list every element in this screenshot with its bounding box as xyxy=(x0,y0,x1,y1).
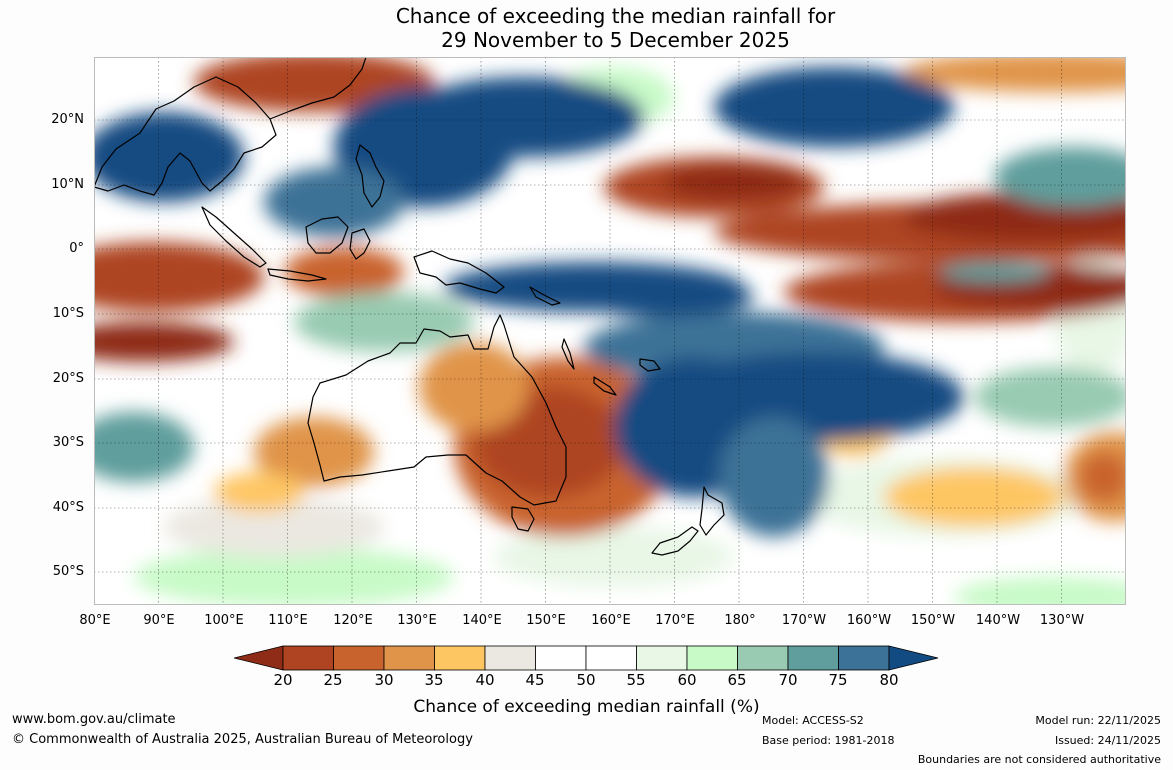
lon-label-150w: 150°W xyxy=(910,613,956,628)
colorbar-cell xyxy=(636,645,688,671)
fiji-coastline xyxy=(639,358,661,372)
lon-label-140w: 140°W xyxy=(975,613,1021,628)
lon-label-150e: 150°E xyxy=(526,613,566,628)
new-guinea-coastline xyxy=(413,250,505,294)
model-run-date: Model run: 22/11/2025 xyxy=(1035,714,1161,727)
colorbar-tick-35: 35 xyxy=(424,671,444,689)
lon-label-90e: 90°E xyxy=(143,613,175,628)
issued-date: Issued: 24/11/2025 xyxy=(1054,734,1161,747)
asia-mainland-coastline xyxy=(94,76,277,196)
colorbar-tick-30: 30 xyxy=(374,671,394,689)
colorbar-extend-high xyxy=(888,645,939,671)
colorbar-cell xyxy=(737,645,789,671)
colorbar-extend-low xyxy=(234,645,284,671)
copyright-text: © Commonwealth of Australia 2025, Austra… xyxy=(12,732,473,747)
colorbar-cell xyxy=(787,645,839,671)
lon-label-130e: 130°E xyxy=(397,613,437,628)
java-coastline xyxy=(267,268,327,282)
colorbar-cell xyxy=(686,645,738,671)
lon-label-110e: 110°E xyxy=(268,613,308,628)
colorbar-tick-45: 45 xyxy=(525,671,545,689)
china-coastline xyxy=(269,57,367,120)
colorbar-tick-75: 75 xyxy=(828,671,848,689)
colorbar-tick-60: 60 xyxy=(677,671,697,689)
title-line-1: Chance of exceeding the median rainfall … xyxy=(395,4,836,28)
lat-label-10n: 10°N xyxy=(51,177,84,192)
base-period: Base period: 1981-2018 xyxy=(762,734,895,747)
colorbar-tick-70: 70 xyxy=(778,671,798,689)
colorbar-title: Chance of exceeding median rainfall (%) xyxy=(413,697,760,717)
map-frame xyxy=(94,57,1126,605)
vanuatu-coastline xyxy=(561,338,575,370)
sumatra-coastline xyxy=(201,206,267,268)
colorbar-tick-65: 65 xyxy=(727,671,747,689)
tasmania-coastline xyxy=(511,506,535,532)
model-name: Model: ACCESS-S2 xyxy=(762,714,864,727)
colorbar-cell xyxy=(333,645,385,671)
solomon-islands-coastline xyxy=(529,286,561,306)
coastlines xyxy=(94,57,725,556)
colorbar-cell xyxy=(484,645,536,671)
sulawesi-coastline xyxy=(349,228,371,260)
lon-label-140e: 140°E xyxy=(462,613,502,628)
colorbar-cell xyxy=(434,645,486,671)
rainfall-field xyxy=(94,57,1126,605)
lon-label-130w: 130°W xyxy=(1039,613,1085,628)
colorbar-tick-50: 50 xyxy=(576,671,596,689)
map-title: Chance of exceeding the median rainfall … xyxy=(0,4,1173,52)
lat-label-0: 0° xyxy=(69,241,84,256)
lat-label-20n: 20°N xyxy=(51,112,84,127)
colorbar-tick-25: 25 xyxy=(323,671,343,689)
colorbar-tick-40: 40 xyxy=(475,671,495,689)
lon-label-100e: 100°E xyxy=(204,613,244,628)
borneo-coastline xyxy=(305,216,349,254)
colorbar-tick-20: 20 xyxy=(273,671,293,689)
colorbar xyxy=(234,645,939,671)
lat-label-50s: 50°S xyxy=(52,564,84,579)
colorbar-cell xyxy=(282,645,334,671)
colorbar-cell xyxy=(585,645,637,671)
lon-label-170w: 170°W xyxy=(781,613,827,628)
new-zealand-north-coastline xyxy=(699,486,725,536)
colorbar-cell xyxy=(535,645,587,671)
title-line-2: 29 November to 5 December 2025 xyxy=(441,28,790,52)
colorbar-tick-55: 55 xyxy=(626,671,646,689)
australia-coastline xyxy=(307,314,567,506)
rainfall-map xyxy=(94,57,1126,605)
graticule xyxy=(94,57,1126,605)
lon-label-170e: 170°E xyxy=(655,613,695,628)
boundaries-disclaimer: Boundaries are not considered authoritat… xyxy=(917,753,1161,766)
lon-label-160e: 160°E xyxy=(591,613,631,628)
colorbar-cell xyxy=(383,645,435,671)
lat-label-20s: 20°S xyxy=(52,371,84,386)
new-caledonia-coastline xyxy=(593,376,617,396)
website-link[interactable]: www.bom.gov.au/climate xyxy=(12,712,176,727)
lon-label-120e: 120°E xyxy=(333,613,373,628)
lat-label-30s: 30°S xyxy=(52,435,84,450)
philippines-coastline xyxy=(355,144,385,208)
new-zealand-south-coastline xyxy=(651,526,699,556)
lon-label-180: 180° xyxy=(724,613,756,628)
lat-label-10s: 10°S xyxy=(52,306,84,321)
lon-label-160w: 160°W xyxy=(846,613,892,628)
lat-label-40s: 40°S xyxy=(52,500,84,515)
colorbar-cell xyxy=(838,645,890,671)
colorbar-tick-80: 80 xyxy=(879,671,899,689)
lon-label-80e: 80°E xyxy=(79,613,111,628)
